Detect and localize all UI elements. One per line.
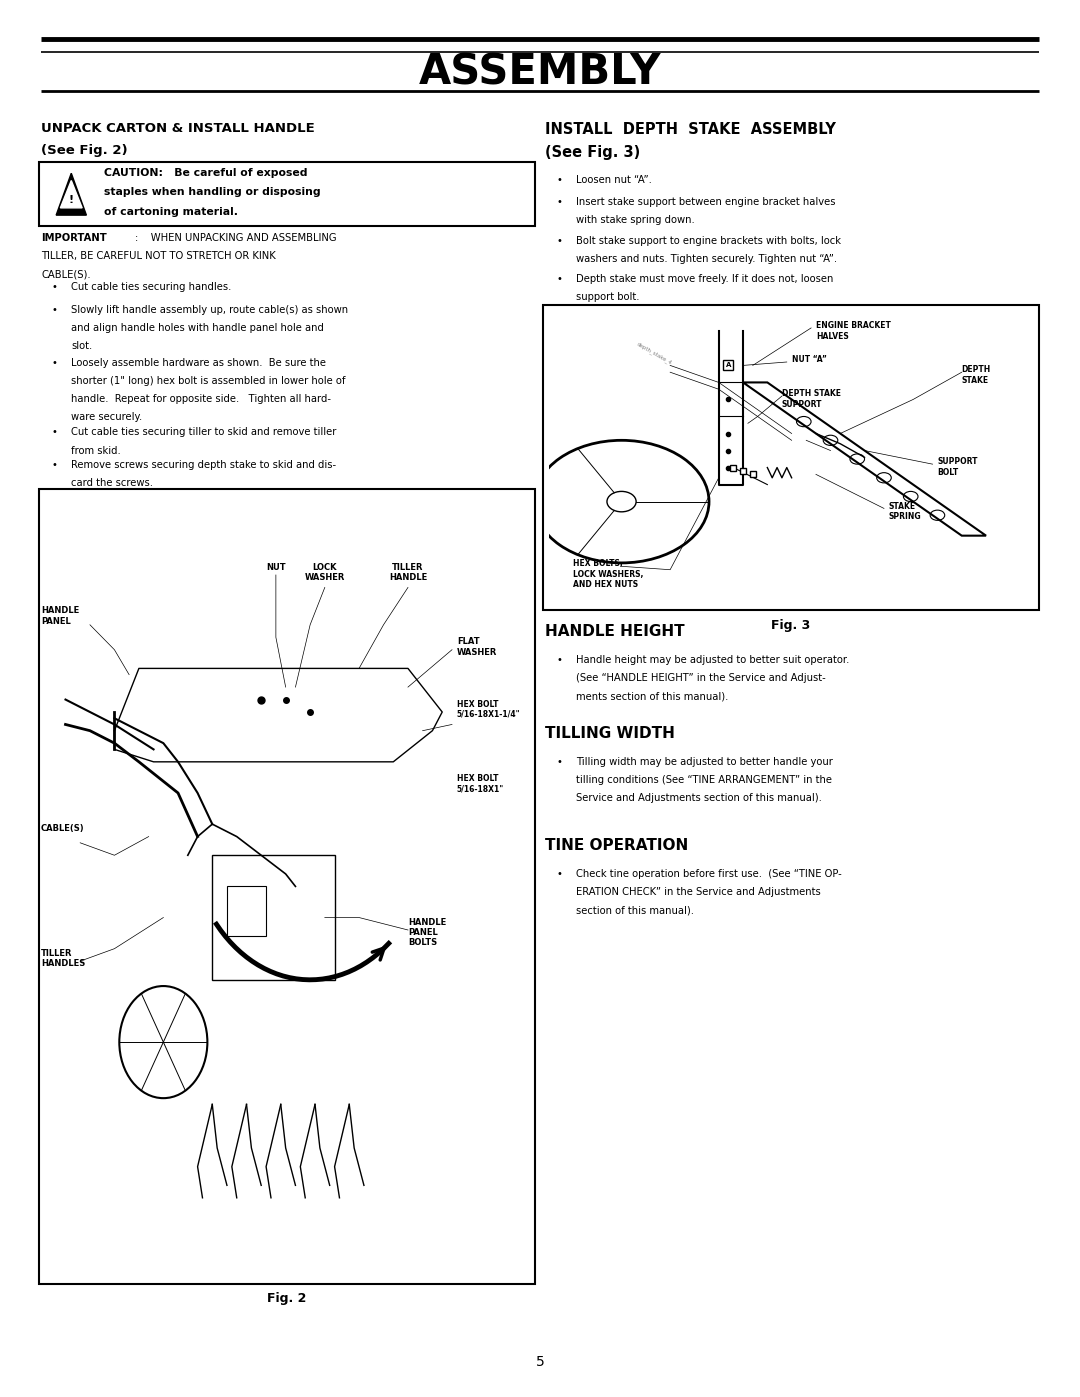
- Text: support bolt.: support bolt.: [576, 292, 639, 302]
- Text: ware securely.: ware securely.: [71, 412, 143, 422]
- Text: DEPTH STAKE
SUPPORT: DEPTH STAKE SUPPORT: [782, 390, 841, 409]
- Text: card the screws.: card the screws.: [71, 478, 153, 488]
- Text: FLAT
WASHER: FLAT WASHER: [457, 637, 497, 657]
- Text: staples when handling or disposing: staples when handling or disposing: [104, 187, 321, 197]
- Text: ERATION CHECK” in the Service and Adjustments: ERATION CHECK” in the Service and Adjust…: [576, 887, 821, 897]
- Text: STAKE
SPRING: STAKE SPRING: [889, 502, 921, 521]
- Text: INSTALL  DEPTH  STAKE  ASSEMBLY: INSTALL DEPTH STAKE ASSEMBLY: [545, 122, 836, 137]
- FancyBboxPatch shape: [543, 305, 1039, 610]
- Text: •: •: [556, 655, 562, 665]
- Text: •: •: [52, 305, 57, 314]
- Text: (See “HANDLE HEIGHT” in the Service and Adjust-: (See “HANDLE HEIGHT” in the Service and …: [576, 673, 825, 683]
- Text: (See Fig. 3): (See Fig. 3): [545, 145, 640, 161]
- Text: •: •: [556, 274, 562, 284]
- Text: 5: 5: [536, 1355, 544, 1369]
- Text: Loosely assemble hardware as shown.  Be sure the: Loosely assemble hardware as shown. Be s…: [71, 358, 326, 367]
- Text: LOCK
WASHER: LOCK WASHER: [305, 563, 345, 583]
- Text: NUT: NUT: [266, 563, 286, 571]
- Text: Slowly lift handle assembly up, route cable(s) as shown: Slowly lift handle assembly up, route ca…: [71, 305, 349, 314]
- Text: A: A: [726, 362, 731, 369]
- Text: CABLE(S): CABLE(S): [41, 824, 84, 833]
- Text: (See Fig. 2): (See Fig. 2): [41, 144, 127, 156]
- Text: !: !: [69, 194, 73, 205]
- Text: •: •: [556, 197, 562, 207]
- Text: CABLE(S).: CABLE(S).: [41, 270, 91, 279]
- Text: ENGINE BRACKET
HALVES: ENGINE BRACKET HALVES: [816, 321, 891, 341]
- Text: slot.: slot.: [71, 341, 93, 351]
- Text: SUPPORT
BOLT: SUPPORT BOLT: [937, 457, 978, 476]
- Text: IMPORTANT: IMPORTANT: [41, 233, 107, 243]
- Text: •: •: [52, 358, 57, 367]
- Text: handle.  Repeat for opposite side.   Tighten all hard-: handle. Repeat for opposite side. Tighte…: [71, 394, 332, 404]
- Text: Service and Adjustments section of this manual).: Service and Adjustments section of this …: [576, 793, 822, 803]
- Text: Remove screws securing depth stake to skid and dis-: Remove screws securing depth stake to sk…: [71, 460, 336, 469]
- Polygon shape: [743, 383, 986, 535]
- Text: •: •: [556, 236, 562, 246]
- Text: Cut cable ties securing handles.: Cut cable ties securing handles.: [71, 282, 231, 292]
- Text: HANDLE
PANEL: HANDLE PANEL: [41, 606, 79, 626]
- Text: UNPACK CARTON & INSTALL HANDLE: UNPACK CARTON & INSTALL HANDLE: [41, 122, 314, 134]
- Text: washers and nuts. Tighten securely. Tighten nut “A”.: washers and nuts. Tighten securely. Tigh…: [576, 254, 837, 264]
- Text: Check tine operation before first use.  (See “TINE OP-: Check tine operation before first use. (…: [576, 869, 841, 879]
- Text: •: •: [556, 869, 562, 879]
- Text: TINE OPERATION: TINE OPERATION: [545, 838, 689, 854]
- Text: Tilling width may be adjusted to better handle your: Tilling width may be adjusted to better …: [576, 757, 833, 767]
- Text: HANDLE HEIGHT: HANDLE HEIGHT: [545, 624, 685, 640]
- Text: Cut cable ties securing tiller to skid and remove tiller: Cut cable ties securing tiller to skid a…: [71, 427, 337, 437]
- Text: from skid.: from skid.: [71, 446, 121, 455]
- Text: TILLER
HANDLE: TILLER HANDLE: [389, 563, 427, 583]
- Text: HEX BOLT
5/16-18X1": HEX BOLT 5/16-18X1": [457, 774, 504, 793]
- FancyBboxPatch shape: [39, 489, 535, 1284]
- Bar: [213, 855, 335, 979]
- Text: :    WHEN UNPACKING AND ASSEMBLING: : WHEN UNPACKING AND ASSEMBLING: [135, 233, 337, 243]
- Text: •: •: [52, 427, 57, 437]
- Text: •: •: [556, 175, 562, 184]
- Text: with stake spring down.: with stake spring down.: [576, 215, 694, 225]
- Text: Bolt stake support to engine brackets with bolts, lock: Bolt stake support to engine brackets wi…: [576, 236, 840, 246]
- Text: shorter (1" long) hex bolt is assembled in lower hole of: shorter (1" long) hex bolt is assembled …: [71, 376, 346, 386]
- Text: DEPTH
STAKE: DEPTH STAKE: [962, 366, 991, 384]
- Text: tilling conditions (See “TINE ARRANGEMENT” in the: tilling conditions (See “TINE ARRANGEMEN…: [576, 775, 832, 785]
- Polygon shape: [56, 173, 86, 215]
- Text: •: •: [52, 460, 57, 469]
- Bar: [227, 887, 266, 936]
- Text: Insert stake support between engine bracket halves: Insert stake support between engine brac…: [576, 197, 835, 207]
- Text: Fig. 3: Fig. 3: [771, 619, 811, 631]
- Text: Fig. 2: Fig. 2: [267, 1292, 307, 1305]
- Text: TILLER
HANDLES: TILLER HANDLES: [41, 949, 85, 968]
- Text: •: •: [556, 757, 562, 767]
- Text: Depth stake must move freely. If it does not, loosen: Depth stake must move freely. If it does…: [576, 274, 833, 284]
- Text: HANDLE
PANEL
BOLTS: HANDLE PANEL BOLTS: [408, 918, 446, 947]
- Text: NUT “A”: NUT “A”: [792, 355, 826, 365]
- FancyBboxPatch shape: [39, 162, 535, 226]
- Text: depth_stake_4: depth_stake_4: [636, 342, 674, 366]
- Polygon shape: [60, 180, 82, 208]
- Text: TILLER, BE CAREFUL NOT TO STRETCH OR KINK: TILLER, BE CAREFUL NOT TO STRETCH OR KIN…: [41, 251, 275, 261]
- Text: CAUTION:   Be careful of exposed: CAUTION: Be careful of exposed: [104, 168, 307, 177]
- Text: HEX BOLTS,
LOCK WASHERS,
AND HEX NUTS: HEX BOLTS, LOCK WASHERS, AND HEX NUTS: [572, 560, 644, 590]
- Text: of cartoning material.: of cartoning material.: [104, 207, 238, 217]
- Text: HEX BOLT
5/16-18X1-1/4": HEX BOLT 5/16-18X1-1/4": [457, 700, 521, 719]
- Text: TILLING WIDTH: TILLING WIDTH: [545, 726, 675, 742]
- Text: Loosen nut “A”.: Loosen nut “A”.: [576, 175, 651, 184]
- Text: ASSEMBLY: ASSEMBLY: [419, 52, 661, 94]
- Text: and align handle holes with handle panel hole and: and align handle holes with handle panel…: [71, 323, 324, 332]
- Text: ments section of this manual).: ments section of this manual).: [576, 692, 728, 701]
- Text: •: •: [52, 282, 57, 292]
- Text: section of this manual).: section of this manual).: [576, 905, 693, 915]
- Text: Handle height may be adjusted to better suit operator.: Handle height may be adjusted to better …: [576, 655, 849, 665]
